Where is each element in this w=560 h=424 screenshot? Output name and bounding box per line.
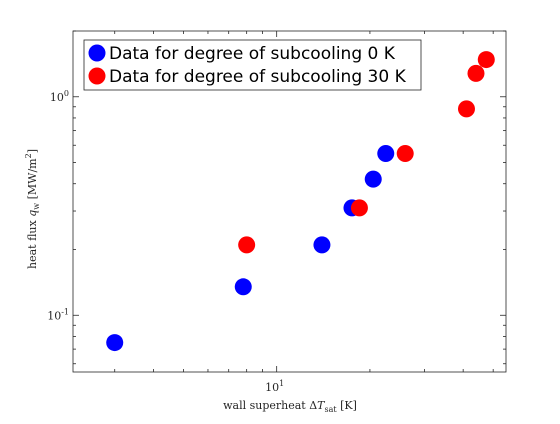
legend-label: Data for degree of subcooling 0 K: [109, 44, 396, 64]
data-point-series-2: [467, 64, 485, 82]
svg-text:heat flux qw [MW/m2]: heat flux qw [MW/m2]: [24, 149, 41, 269]
legend-label: Data for degree of subcooling 30 K: [109, 67, 407, 87]
data-point-series-1: [364, 170, 382, 188]
legend-marker: [88, 67, 106, 85]
data-point-series-2: [396, 145, 414, 163]
x-tick-label: 101: [265, 379, 284, 394]
legend-marker: [88, 44, 106, 62]
data-point-series-1: [106, 334, 124, 352]
data-point-series-1: [377, 145, 395, 163]
y-axis-label: heat flux qw [MW/m2]: [24, 149, 41, 269]
plot-area: 101 10-1 100: [47, 30, 507, 394]
svg-text:wall superheat ΔTsat [K]: wall superheat ΔTsat [K]: [223, 399, 357, 414]
data-point-series-2: [350, 199, 368, 217]
axes-frame: [72, 30, 507, 373]
legend: Data for degree of subcooling 0 K Data fo…: [83, 39, 422, 91]
x-axis-label: wall superheat ΔTsat [K]: [223, 399, 357, 414]
legend-box: [83, 39, 422, 91]
y-tick-label: 100: [50, 89, 69, 104]
data-point-series-2: [477, 51, 495, 69]
data-point-series-2: [238, 236, 256, 254]
data-point-series-2: [457, 100, 475, 118]
data-point-series-1: [313, 236, 331, 254]
data-point-series-1: [234, 278, 252, 296]
y-tick-label: 10-1: [47, 307, 69, 322]
